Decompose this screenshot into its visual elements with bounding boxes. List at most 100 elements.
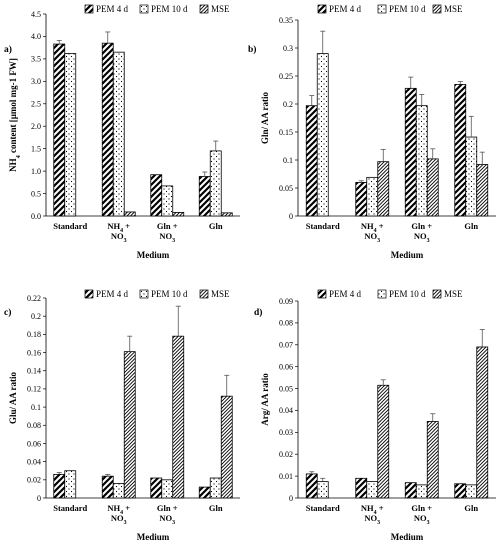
x-tick-label: Gln [209, 503, 223, 513]
chart-panel-4: d) 0 0.01 0.02 0.03 0.04 0.05 0.06 0.07 0.08 0.09 A… [254, 289, 496, 542]
y-axis-title: Gln/ AA ratio [260, 92, 270, 145]
bar [454, 483, 467, 499]
bar [172, 335, 185, 499]
chart-panel-2: b) 0 0.05 0.1 0.15 0.2 0.25 0.3 0.35 Gln/ AA rati… [248, 4, 496, 260]
bar [161, 479, 174, 499]
x-tick-label: NO3 [159, 231, 175, 244]
y-tick-label: 0.05 [279, 184, 293, 193]
bar [209, 477, 222, 499]
legend-label: PEM 10 d [389, 289, 426, 299]
x-tick-label: Gln + [157, 503, 178, 513]
x-tick-label: Gln + [411, 503, 432, 513]
legend-label: PEM 4 d [329, 289, 362, 299]
legend-swatch [199, 289, 209, 299]
legend-swatch [432, 4, 442, 14]
bar [404, 87, 417, 217]
bar [123, 351, 136, 499]
legend-label: PEM 10 d [151, 4, 188, 14]
panel-label: a) [4, 44, 12, 55]
bar [198, 176, 211, 217]
bar [161, 185, 174, 217]
x-tick-label: NO3 [111, 231, 127, 244]
legend-label: MSE [211, 289, 230, 299]
bar [465, 484, 478, 499]
y-tick-label: 0.04 [279, 406, 293, 415]
y-tick-label: 1.0 [31, 167, 41, 176]
panel-label: b) [248, 44, 256, 55]
x-axis-title: Medium [391, 250, 424, 260]
bar [305, 105, 318, 217]
x-tick-label: NH4 + [107, 221, 130, 234]
x-tick-label: Gln + [411, 221, 432, 231]
legend-label: PEM 4 d [96, 4, 129, 14]
y-tick-label: 0.3 [283, 44, 293, 53]
y-tick-label: 0.16 [27, 348, 41, 357]
x-tick-label: NO3 [159, 513, 175, 526]
legend-label: PEM 4 d [329, 4, 362, 14]
x-tick-label: Standard [53, 221, 87, 231]
bar [209, 150, 222, 217]
y-tick-label: 0.1 [283, 156, 293, 165]
y-tick-label: 0 [37, 494, 41, 503]
bar [101, 42, 114, 217]
y-tick-label: 0.03 [279, 428, 293, 437]
bar [123, 211, 136, 217]
x-tick-label: NO3 [414, 513, 430, 526]
legend-swatch [377, 4, 387, 14]
y-tick-label: 0.1 [31, 403, 41, 412]
y-tick-label: 0.02 [279, 450, 293, 459]
legend-swatch [139, 4, 149, 14]
y-tick-label: 0.12 [27, 385, 41, 394]
bar [305, 473, 318, 499]
y-tick-label: 2.5 [31, 100, 41, 109]
bar [220, 212, 233, 217]
legend-label: PEM 10 d [151, 289, 188, 299]
chart-panel-3: c) 0 0.02 0.04 0.06 0.08 0.1 0.12 0.14 0.16 0.18 0.… [4, 289, 240, 542]
bar [366, 176, 379, 217]
bar [415, 484, 428, 499]
panel-label: c) [4, 307, 11, 318]
y-tick-label: 0.25 [279, 72, 293, 81]
y-tick-label: 0.06 [27, 439, 41, 448]
bar [112, 483, 125, 499]
bar [454, 84, 467, 217]
bar [64, 53, 77, 217]
bar [316, 53, 329, 217]
x-axis-title: Medium [391, 532, 424, 542]
bar [316, 481, 329, 499]
bar [366, 481, 379, 499]
legend-swatch [84, 289, 94, 299]
y-tick-label: 0.09 [279, 297, 293, 306]
bar [53, 473, 66, 499]
legend-swatch [432, 289, 442, 299]
bar [220, 395, 233, 499]
y-tick-label: 3.0 [31, 77, 41, 86]
y-axis-title: Arg/ AA ratio [260, 373, 270, 426]
bar [465, 136, 478, 217]
x-tick-label: Gln [464, 503, 478, 513]
y-tick-label: 0.04 [27, 457, 41, 466]
x-axis-title: Medium [137, 532, 170, 542]
bar [150, 174, 163, 217]
panel-label: d) [254, 307, 262, 318]
legend-label: MSE [444, 4, 463, 14]
y-tick-label: 0.08 [27, 421, 41, 430]
legend-swatch [84, 4, 94, 14]
legend-swatch [377, 289, 387, 299]
legend-swatch [199, 4, 209, 14]
x-tick-label: Standard [53, 503, 87, 513]
x-tick-label: Gln [464, 221, 478, 231]
x-tick-label: NH4 + [361, 503, 384, 516]
legend-swatch [139, 289, 149, 299]
x-tick-label: Standard [306, 503, 340, 513]
y-tick-label: 3.5 [31, 55, 41, 64]
x-tick-label: Standard [306, 221, 340, 231]
x-tick-label: NH4 + [361, 221, 384, 234]
y-tick-label: 0.22 [27, 294, 41, 303]
y-tick-label: 0.01 [279, 472, 293, 481]
y-tick-label: 1.5 [31, 144, 41, 153]
bar [426, 158, 439, 217]
y-tick-label: 0.5 [31, 189, 41, 198]
bar [377, 384, 390, 499]
